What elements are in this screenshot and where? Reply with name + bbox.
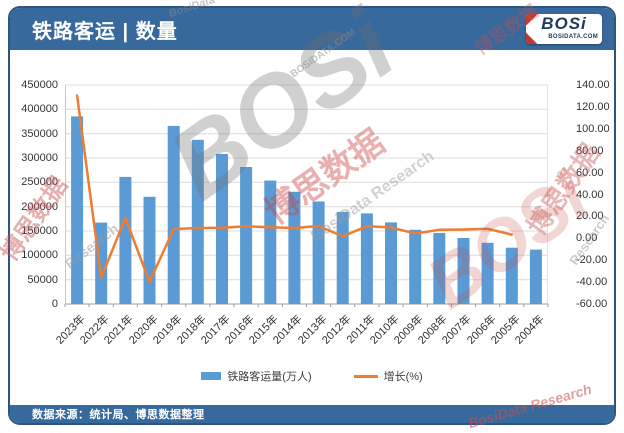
bar (240, 167, 253, 304)
bosi-logo: BOSi BOSIDATA.COM (526, 14, 602, 44)
data-source-text: 数据来源：统计局、博思数据整理 (32, 409, 205, 421)
page-title: 铁路客运 | 数量 (32, 20, 178, 43)
bar (264, 180, 277, 304)
bar (71, 116, 84, 305)
y-axis-right-tick: -40.00 (576, 276, 608, 289)
y-axis-right-tick: 100.00 (576, 122, 610, 135)
bar (288, 191, 301, 304)
growth-line (75, 94, 514, 284)
bar (360, 213, 373, 304)
bar (505, 247, 518, 304)
y-axis-left-tick: 150000 (21, 225, 58, 237)
bar (167, 125, 180, 305)
bar (336, 211, 349, 304)
y-axis-left-tick: 400000 (21, 103, 58, 116)
y-axis-left-tick: 350000 (21, 127, 58, 140)
bar (143, 196, 156, 304)
logo-subtext: BOSIDATA.COM (548, 34, 598, 40)
bar (119, 176, 132, 304)
x-axis: 2023年 2022年 2021年 2020年 2019年 2018年 2017年 2016年… (54, 309, 548, 359)
y-axis-right-tick: 40.00 (576, 188, 604, 201)
chart-area: 450000 400000 350000 300000 250000 200000 1500… (10, 50, 614, 405)
y-axis-right-tick: -20.00 (576, 254, 608, 267)
bar (95, 222, 108, 304)
y-axis-left-tick: 300000 (21, 152, 58, 164)
y-axis-right-tick: 0.00 (576, 232, 598, 245)
bar (191, 139, 204, 304)
legend-item-growth: 增长(%) (353, 368, 423, 384)
legend: 铁路客运量(万人) 增长(%) (10, 368, 614, 384)
line-swatch-icon (353, 374, 378, 378)
y-axis-left-tick: 200000 (21, 200, 58, 213)
y-axis-right-tick: 140.00 (576, 79, 610, 91)
bar (529, 249, 542, 304)
y-axis-right-tick: 80.00 (576, 144, 604, 157)
y-axis-left-tick: 50000 (27, 273, 58, 286)
card-footer: 数据来源：统计局、博思数据整理 (10, 405, 614, 423)
chart-card: 铁路客运 | 数量 BOSi BOSIDATA.COM 450000 400000… (8, 6, 616, 425)
bar (385, 222, 397, 304)
y-axis-left-tick: 450000 (21, 79, 58, 91)
plot (64, 84, 549, 307)
y-axis-right-tick: 120.00 (576, 100, 610, 113)
bar (433, 232, 446, 304)
y-axis-right-tick: 60.00 (576, 166, 604, 179)
legend-item-passengers: 铁路客运量(万人) (201, 368, 312, 384)
bar (409, 229, 422, 304)
y-axis-left: 450000 400000 350000 300000 250000 200000 1500… (10, 50, 58, 405)
legend-label: 增长(%) (383, 371, 423, 383)
bar (481, 242, 494, 304)
bar (457, 238, 470, 304)
y-axis-left-tick: 100000 (21, 249, 58, 262)
y-axis-right: 140.00 120.00 100.00 80.00 60.00 40.00 20.00 0.… (576, 50, 614, 405)
logo-text: BOSi (541, 14, 587, 33)
y-axis-left-tick: 0 (51, 298, 58, 310)
y-axis-left-tick: 250000 (21, 176, 58, 189)
bar-swatch-icon (201, 372, 222, 380)
card-header: 铁路客运 | 数量 BOSi BOSIDATA.COM (10, 8, 614, 50)
y-axis-right-tick: -60.00 (576, 298, 608, 310)
legend-label: 铁路客运量(万人) (227, 371, 312, 383)
y-axis-right-tick: 20.00 (576, 210, 604, 223)
bar (312, 201, 325, 304)
